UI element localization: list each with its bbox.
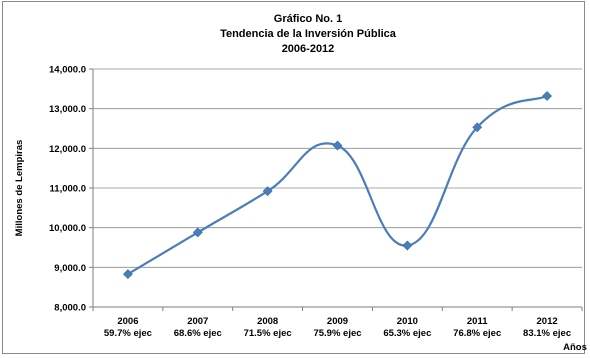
- y-tick-label-1: 9,000.0: [54, 263, 86, 274]
- x-tick-label-5: 2011: [467, 316, 488, 327]
- x-tick-label-1: 2007: [187, 316, 208, 327]
- data-point-2009: [332, 140, 343, 151]
- data-point-2006: [123, 269, 133, 280]
- x-tick-sublabel-2: 71.5% ejec: [244, 328, 292, 339]
- data-point-2008: [262, 186, 273, 197]
- series-line: [127, 94, 548, 276]
- y-tick-label-3: 11,000.0: [50, 184, 86, 195]
- x-tick-label-3: 2009: [327, 316, 348, 327]
- y-tick-label-4: 12,000.0: [49, 144, 86, 155]
- chart-title-line-3: 2006-2012: [282, 43, 335, 55]
- x-tick-label-0: 2006: [117, 316, 138, 327]
- y-tick-label-2: 10,000.0: [49, 223, 86, 234]
- y-tick-label-0: 8,000.0: [54, 303, 86, 314]
- data-point-2012: [542, 91, 552, 101]
- y-tick-label-6: 14,000.0: [49, 65, 86, 76]
- x-axis-label: Años: [563, 342, 587, 353]
- y-axis-label: Millones de Lempiras: [14, 140, 25, 237]
- x-tick-sublabel-5: 76.8% ejec: [453, 328, 501, 339]
- data-point-2010: [402, 240, 413, 251]
- x-tick-sublabel-1: 68.6% ejec: [174, 328, 222, 339]
- data-point-2007: [192, 227, 203, 238]
- chart-title-line-2: Tendencia de la Inversión Pública: [220, 28, 397, 40]
- chart-frame: [2, 1, 585, 354]
- x-tick-label-4: 2010: [397, 316, 418, 327]
- chart-title-line-1: Gráfico No. 1: [274, 13, 342, 25]
- x-tick-sublabel-0: 59.7% ejec: [104, 328, 152, 339]
- x-tick-sublabel-4: 65.3% ejec: [383, 328, 431, 339]
- x-tick-label-6: 2012: [537, 316, 558, 327]
- x-tick-label-2: 2008: [257, 316, 278, 327]
- data-point-2011: [472, 122, 483, 133]
- x-tick-sublabel-6: 83.1% ejec: [523, 328, 571, 339]
- chart-title: Gráfico No. 1 Tendencia de la Inversión …: [220, 13, 397, 55]
- y-tick-label-5: 13,000.0: [49, 104, 86, 115]
- x-tick-sublabel-3: 75.9% ejec: [313, 328, 361, 339]
